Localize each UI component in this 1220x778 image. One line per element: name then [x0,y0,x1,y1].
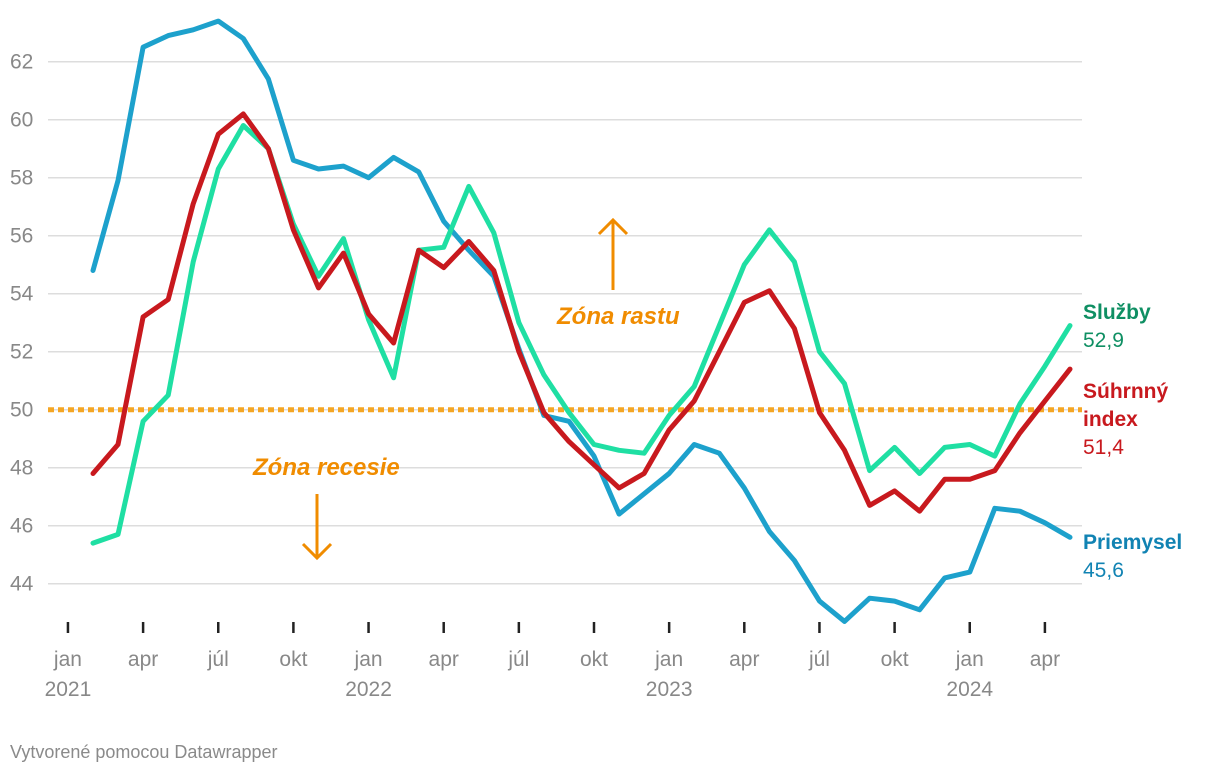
end-label-value-priemysel: 45,6 [1083,559,1124,582]
end-label-value-suhrnny: 51,4 [1083,436,1124,459]
x-tick-label: júl [207,648,229,671]
series-line-sluzby [90,123,1073,546]
x-tick-label: apr [128,648,158,671]
series-line-priemysel [90,18,1073,624]
end-label-name-suhrnny: index [1083,408,1138,431]
arrow-head [597,217,629,236]
arrow-down-icon [301,494,333,561]
y-tick-label: 44 [10,573,34,596]
x-tick-label: jan [354,648,383,671]
y-tick-label: 54 [10,283,34,306]
series-end-labels: Priemysel 45,6 Služby 52,9 Súhrnný index 51,4 [1083,301,1182,582]
y-tick-label: 60 [10,109,33,132]
x-year-label: 2021 [45,678,92,701]
x-year-label: 2023 [646,678,693,701]
y-tick-label: 48 [10,457,33,480]
x-tick-label: jan [654,648,683,671]
end-label-value-sluzby: 52,9 [1083,329,1124,352]
x-tick-label: júl [507,648,529,671]
y-tick-label: 56 [10,225,33,248]
y-tick-label: 50 [10,399,33,422]
y-tick-label: 58 [10,167,33,190]
x-tick-label: okt [279,648,307,671]
x-tick-label: apr [729,648,759,671]
end-label-name-priemysel: Priemysel [1083,531,1182,554]
y-axis-ticks: 44 46 48 50 52 54 56 58 60 62 [10,51,34,596]
y-tick-label: 46 [10,515,33,538]
zone-annotations: Zóna rastu Zóna recesie [252,217,680,561]
x-year-label: 2024 [946,678,993,701]
arrow-up-icon [597,217,629,290]
credit-text: Vytvorené pomocou Datawrapper [10,742,278,762]
end-label-name-suhrnny: Súhrnný [1083,380,1168,403]
x-tick-label: jan [53,648,82,671]
series-line-suhrnny [90,111,1073,514]
x-tick-label: okt [881,648,909,671]
arrow-head [301,542,333,561]
end-label-name-sluzby: Služby [1083,301,1151,324]
x-year-label: 2022 [345,678,392,701]
x-tick-label: apr [1030,648,1060,671]
series-lines [90,18,1073,624]
x-tick-label: jan [955,648,984,671]
y-tick-label: 52 [10,341,33,364]
x-tick-label: okt [580,648,608,671]
x-axis: jan 2021 apr júl okt jan 2022 apr júl okt jan 2023 a… [45,622,1060,701]
x-tick-label: júl [808,648,830,671]
y-tick-label: 62 [10,51,33,74]
growth-zone-label: Zóna rastu [556,303,680,330]
x-tick-label: apr [429,648,459,671]
recession-zone-label: Zóna recesie [252,454,400,481]
